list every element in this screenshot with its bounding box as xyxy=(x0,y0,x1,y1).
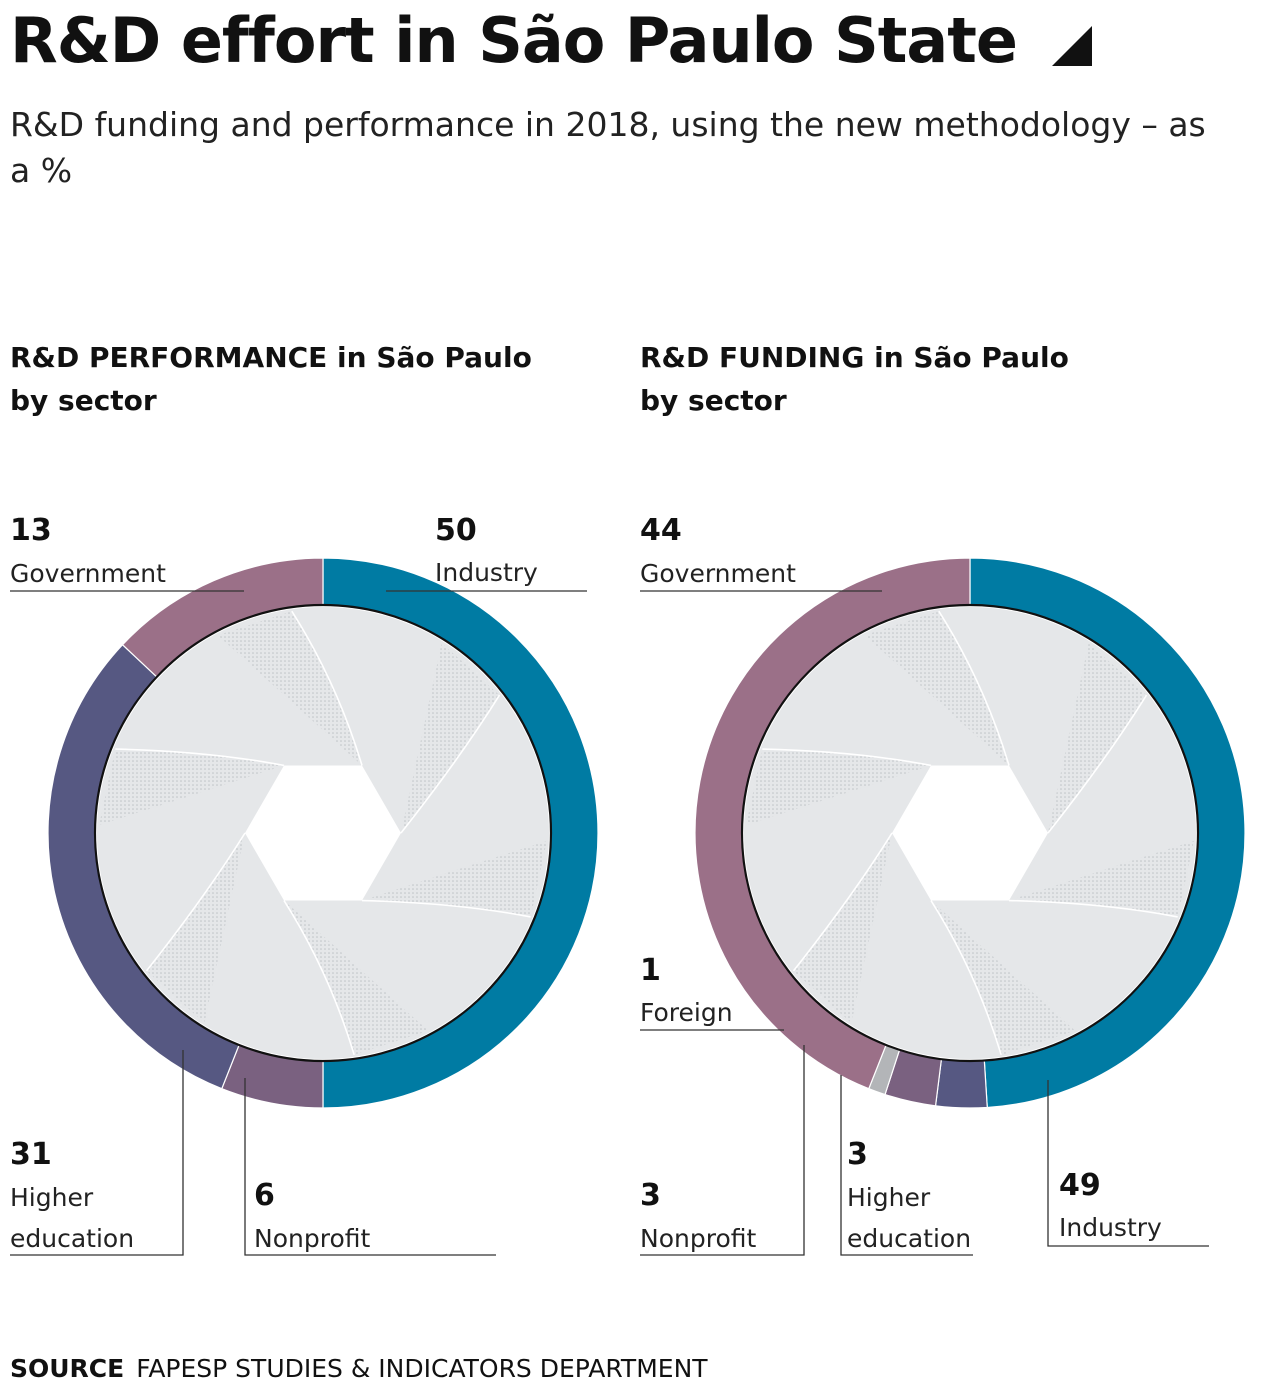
funding-blade-shade xyxy=(1048,643,1147,833)
funding-higher-education-label-line1: Higher xyxy=(847,1183,931,1212)
funding-title-line1: R&D FUNDING in São Paulo xyxy=(640,341,1069,374)
performance-nonprofit-label: Nonprofit xyxy=(254,1224,370,1253)
performance-blade-shade xyxy=(362,840,547,917)
page-subtitle: R&D funding and performance in 2018, usi… xyxy=(10,105,1206,190)
funding-inner-ring xyxy=(740,603,1200,1063)
funding-blade-edge xyxy=(1008,899,1178,918)
source-text: FAPESP STUDIES & INDICATORS DEPARTMENT xyxy=(136,1354,708,1383)
funding-government-value: 44 xyxy=(640,513,682,548)
performance-blade-edge xyxy=(291,610,363,766)
funding-blade-shade xyxy=(793,833,892,1023)
page-title: R&D effort in São Paulo State xyxy=(10,4,1018,77)
performance-higher-education-label-line2: education xyxy=(10,1224,134,1253)
performance-higher-education-label-line1: Higher xyxy=(10,1183,94,1212)
performance-industry-label: Industry xyxy=(435,558,538,587)
funding-blade-shade xyxy=(864,611,1009,766)
performance-nonprofit-leader xyxy=(244,1078,496,1256)
performance-higher-education-leader xyxy=(10,1050,184,1256)
performance-donut-chart xyxy=(47,557,599,1109)
funding-nonprofit-label: Nonprofit xyxy=(640,1224,756,1253)
performance-labels: 13 Government 50 Industry 31 Higher educ… xyxy=(10,513,587,1256)
performance-blade-shade xyxy=(401,643,500,833)
funding-blade-edge xyxy=(930,900,1002,1056)
performance-blade-shade xyxy=(217,611,362,766)
funding-aperture-opening xyxy=(892,765,1048,901)
performance-title-line2: by sector xyxy=(10,384,157,417)
performance-higher-education-value: 31 xyxy=(10,1137,52,1172)
performance-blade-edge xyxy=(361,899,531,918)
funding-chart-title: R&D FUNDING in São Paulo by sector xyxy=(640,336,1069,422)
funding-title-line2: by sector xyxy=(640,384,787,417)
funding-higher-education-label-line2: education xyxy=(847,1224,971,1253)
funding-labels: 44 Government 1 Foreign 3 Nonprofit 3 Hi… xyxy=(640,513,1209,1256)
performance-nonprofit-value: 6 xyxy=(254,1178,275,1213)
performance-government-label: Government xyxy=(10,559,166,588)
performance-industry-value: 50 xyxy=(435,513,477,548)
funding-nonprofit-leader xyxy=(640,1045,805,1256)
performance-blade-edge xyxy=(115,748,285,767)
performance-aperture-opening xyxy=(245,765,401,901)
performance-blade-shade xyxy=(146,833,245,1023)
funding-higher-education-value: 3 xyxy=(847,1137,868,1172)
funding-donut-chart xyxy=(694,557,1246,1109)
funding-industry-value: 49 xyxy=(1059,1168,1101,1203)
funding-slice-higher-education xyxy=(934,1058,988,1109)
performance-blade-shade xyxy=(99,749,285,826)
funding-industry-leader xyxy=(1047,1080,1209,1247)
funding-blade-edge xyxy=(938,610,1010,766)
funding-higher-education-leader xyxy=(840,1075,973,1256)
funding-blade-edge xyxy=(762,748,932,767)
performance-title-line1: R&D PERFORMANCE in São Paulo xyxy=(10,341,532,374)
funding-industry-label: Industry xyxy=(1059,1213,1162,1242)
funding-blade-shade xyxy=(931,900,1076,1055)
source-note: SOURCE FAPESP STUDIES & INDICATORS DEPART… xyxy=(10,1354,708,1383)
triangle-corner-icon xyxy=(1052,26,1092,66)
performance-blade-edge xyxy=(145,832,246,972)
funding-blade-shade xyxy=(1009,840,1194,917)
performance-blade-shade xyxy=(284,900,429,1055)
funding-blade-edge xyxy=(1047,694,1148,834)
performance-government-value: 13 xyxy=(10,513,52,548)
performance-chart-title: R&D PERFORMANCE in São Paulo by sector xyxy=(10,336,532,422)
performance-inner-ring xyxy=(93,603,553,1063)
funding-blade-shade xyxy=(746,749,931,826)
performance-blade-edge xyxy=(283,900,355,1056)
performance-blade-edge xyxy=(400,694,501,834)
funding-foreign-value: 1 xyxy=(640,953,661,988)
funding-nonprofit-value: 3 xyxy=(640,1178,661,1213)
funding-foreign-label: Foreign xyxy=(640,998,733,1027)
funding-government-label: Government xyxy=(640,559,796,588)
source-label: SOURCE xyxy=(10,1354,125,1383)
funding-blade-edge xyxy=(792,832,893,972)
